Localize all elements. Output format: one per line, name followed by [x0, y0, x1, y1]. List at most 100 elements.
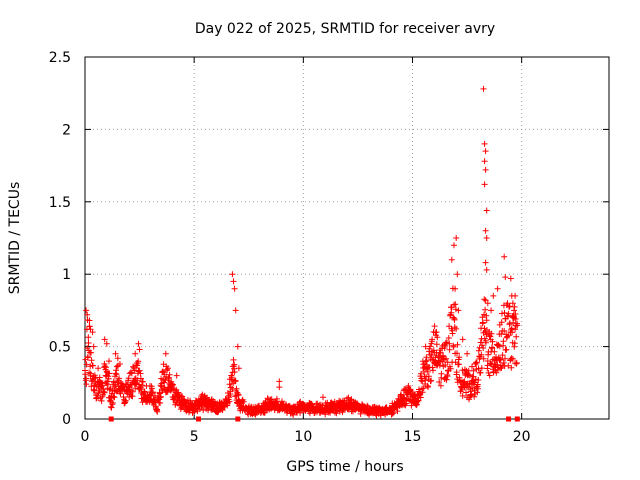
data-point [229, 377, 236, 383]
data-point [417, 394, 424, 401]
data-point [88, 383, 95, 390]
data-point [509, 314, 516, 321]
data-point [513, 359, 520, 366]
plot-frame [84, 56, 610, 420]
data-point [165, 365, 171, 372]
data-point [166, 371, 173, 378]
data-point [511, 307, 517, 314]
data-point [480, 85, 487, 92]
data-point [122, 397, 129, 404]
data-point [452, 285, 459, 292]
zero-marker [506, 416, 512, 422]
x-tick-label: 5 [190, 429, 199, 445]
data-point [89, 362, 96, 369]
data-point [240, 398, 247, 405]
data-point [512, 326, 519, 333]
data-point [162, 350, 169, 357]
x-axis-title: GPS time / hours [286, 459, 403, 475]
data-point [500, 338, 507, 345]
data-point [276, 384, 283, 391]
data-point [437, 349, 444, 356]
data-point [452, 301, 459, 308]
data-point [489, 338, 496, 345]
data-point [511, 340, 518, 347]
data-point [434, 334, 441, 341]
data-point [479, 342, 486, 349]
data-point [84, 311, 91, 318]
data-point [85, 353, 91, 360]
x-tick-label: 10 [294, 429, 312, 445]
data-point [513, 333, 520, 340]
data-point [481, 140, 488, 147]
data-point [129, 388, 136, 395]
data-point [442, 343, 448, 349]
data-point [482, 306, 489, 313]
data-point [490, 292, 497, 299]
data-point [85, 340, 92, 346]
data-point [86, 317, 93, 324]
data-point [109, 399, 116, 406]
data-point [88, 357, 95, 364]
data-point [438, 370, 445, 377]
data-point [136, 346, 143, 353]
data-point [446, 346, 453, 353]
data-point [459, 336, 466, 343]
data-point [114, 355, 121, 362]
data-point [105, 375, 112, 382]
data-point [459, 392, 466, 399]
data-point [88, 349, 94, 356]
data-point [430, 367, 436, 374]
data-point [83, 307, 90, 314]
data-point [478, 351, 485, 358]
data-point [235, 365, 242, 372]
data-point [230, 356, 237, 363]
data-point [425, 384, 432, 390]
data-point [403, 400, 410, 407]
data-point [506, 303, 513, 310]
data-point [428, 377, 435, 384]
data-point [196, 406, 203, 413]
data-point [437, 382, 444, 389]
data-point [479, 319, 486, 326]
data-point [480, 355, 487, 362]
data-point [101, 389, 108, 396]
data-point [85, 334, 92, 341]
data-point [477, 369, 484, 376]
data-point [110, 393, 117, 400]
y-tick-label: 2 [62, 122, 71, 138]
data-point [429, 364, 436, 371]
data-point [445, 335, 452, 341]
data-point [104, 381, 111, 388]
data-point [447, 365, 454, 372]
data-point [154, 408, 161, 415]
data-point [175, 389, 182, 396]
data-point [416, 386, 422, 393]
data-point [135, 358, 142, 365]
data-point [483, 207, 490, 214]
data-point [169, 382, 176, 389]
data-point [470, 367, 477, 374]
data-point [137, 375, 144, 382]
zero-marker [196, 416, 202, 422]
data-point [82, 371, 89, 378]
data-point [487, 360, 494, 367]
data-point [429, 336, 436, 343]
data-point [448, 256, 455, 263]
data-point [279, 398, 285, 405]
data-point [464, 350, 471, 357]
data-point [453, 369, 460, 376]
data-point [96, 374, 103, 381]
data-point [455, 361, 462, 368]
data-point [87, 370, 94, 377]
data-point [481, 181, 488, 188]
data-point [419, 389, 426, 396]
data-point [106, 386, 113, 393]
data-point [86, 323, 93, 330]
data-point [148, 385, 155, 392]
data-point [491, 348, 498, 355]
data-point [483, 266, 490, 273]
data-point [420, 385, 427, 392]
data-point [443, 376, 450, 383]
x-tick-label: 15 [404, 429, 422, 445]
data-point [407, 387, 414, 393]
